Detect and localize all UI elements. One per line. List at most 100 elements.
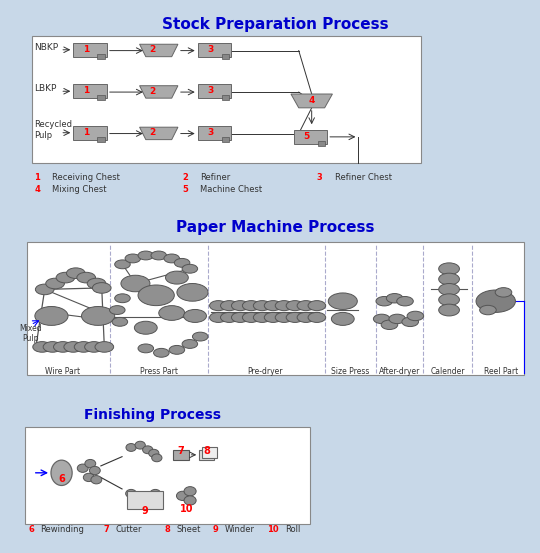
Circle shape: [82, 306, 114, 325]
Circle shape: [332, 312, 354, 325]
FancyBboxPatch shape: [73, 85, 107, 98]
Circle shape: [232, 312, 249, 322]
Circle shape: [397, 296, 413, 306]
Circle shape: [438, 273, 460, 285]
Circle shape: [438, 263, 460, 275]
Text: 8: 8: [164, 525, 170, 534]
Circle shape: [159, 306, 185, 320]
Polygon shape: [139, 86, 178, 98]
Circle shape: [85, 342, 103, 352]
Circle shape: [476, 290, 515, 312]
Circle shape: [480, 305, 496, 315]
Circle shape: [35, 306, 68, 325]
Circle shape: [91, 476, 102, 484]
Circle shape: [150, 489, 161, 498]
FancyBboxPatch shape: [198, 85, 231, 98]
Circle shape: [121, 275, 150, 292]
Circle shape: [402, 317, 418, 327]
Text: 1: 1: [83, 128, 89, 137]
FancyBboxPatch shape: [98, 137, 105, 142]
Circle shape: [381, 320, 398, 330]
FancyBboxPatch shape: [199, 450, 214, 460]
FancyBboxPatch shape: [318, 141, 325, 146]
FancyBboxPatch shape: [32, 36, 421, 163]
Circle shape: [253, 301, 271, 311]
Circle shape: [182, 264, 198, 273]
FancyBboxPatch shape: [198, 126, 231, 140]
Circle shape: [184, 487, 196, 496]
Text: 4: 4: [308, 96, 315, 105]
Circle shape: [242, 301, 260, 311]
FancyBboxPatch shape: [222, 54, 229, 59]
Circle shape: [110, 306, 125, 315]
Circle shape: [386, 294, 403, 303]
Text: 4: 4: [35, 185, 40, 194]
Circle shape: [376, 296, 393, 306]
Circle shape: [232, 301, 249, 311]
Circle shape: [36, 284, 54, 295]
Circle shape: [242, 312, 260, 322]
FancyBboxPatch shape: [173, 450, 188, 460]
Circle shape: [141, 492, 152, 500]
Circle shape: [210, 301, 227, 311]
Circle shape: [164, 254, 179, 263]
Text: 9: 9: [141, 507, 148, 517]
Circle shape: [373, 314, 390, 324]
Circle shape: [126, 489, 137, 498]
Circle shape: [138, 344, 153, 353]
Circle shape: [153, 348, 169, 357]
Text: NBKP: NBKP: [35, 43, 58, 51]
Circle shape: [114, 294, 130, 302]
Circle shape: [56, 272, 75, 283]
Circle shape: [134, 321, 157, 334]
Circle shape: [83, 473, 94, 482]
Text: 1: 1: [35, 173, 40, 182]
Text: After-dryer: After-dryer: [379, 368, 421, 377]
Circle shape: [495, 288, 512, 297]
Circle shape: [438, 284, 460, 295]
Text: 1: 1: [83, 45, 89, 54]
Circle shape: [114, 260, 130, 269]
Circle shape: [264, 312, 282, 322]
Circle shape: [220, 312, 238, 322]
Circle shape: [275, 301, 293, 311]
Circle shape: [297, 301, 315, 311]
Text: Refiner: Refiner: [200, 173, 231, 182]
Text: Press Part: Press Part: [140, 368, 178, 377]
Text: 1: 1: [83, 86, 89, 95]
FancyBboxPatch shape: [73, 126, 107, 140]
Circle shape: [64, 342, 83, 352]
Circle shape: [43, 342, 62, 352]
Text: 2: 2: [150, 128, 156, 137]
FancyBboxPatch shape: [73, 43, 107, 57]
Text: Reel Part: Reel Part: [484, 368, 518, 377]
FancyBboxPatch shape: [222, 96, 229, 101]
Text: Size Press: Size Press: [332, 368, 370, 377]
Circle shape: [253, 312, 271, 322]
Circle shape: [132, 492, 143, 500]
Circle shape: [184, 310, 206, 322]
Text: Mixed
Pulp: Mixed Pulp: [19, 324, 42, 343]
FancyBboxPatch shape: [126, 491, 163, 509]
Circle shape: [177, 284, 208, 301]
Text: Machine Chest: Machine Chest: [200, 185, 262, 194]
Text: Rewinding: Rewinding: [40, 525, 84, 534]
Text: 2: 2: [150, 87, 156, 96]
Text: 3: 3: [207, 86, 213, 95]
Circle shape: [407, 311, 424, 321]
Text: 9: 9: [213, 525, 219, 534]
Circle shape: [184, 496, 196, 505]
Text: 3: 3: [207, 128, 213, 137]
Circle shape: [138, 285, 174, 306]
Circle shape: [112, 317, 127, 326]
Circle shape: [177, 491, 188, 500]
Text: Stock Preparation Process: Stock Preparation Process: [162, 17, 389, 33]
Circle shape: [182, 340, 198, 348]
Circle shape: [389, 314, 406, 324]
FancyBboxPatch shape: [198, 43, 231, 57]
Text: 6: 6: [58, 474, 65, 484]
Polygon shape: [291, 94, 333, 108]
Circle shape: [220, 301, 238, 311]
Circle shape: [286, 301, 304, 311]
Text: 5: 5: [182, 185, 188, 194]
